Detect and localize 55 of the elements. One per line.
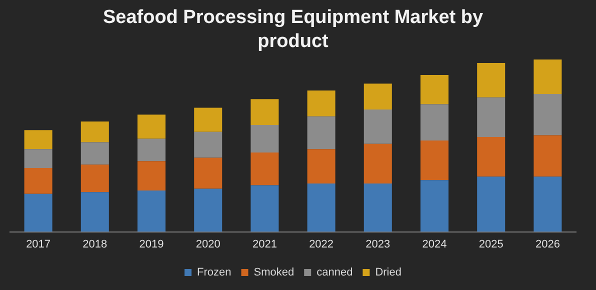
x-tick-label: 2019 — [139, 238, 164, 250]
bar — [80, 142, 109, 165]
bar — [364, 184, 392, 232]
bar — [364, 109, 392, 144]
bar — [477, 176, 506, 232]
bar — [420, 75, 449, 104]
bar — [420, 104, 449, 140]
legend-label: Frozen — [197, 266, 232, 279]
bar — [477, 97, 506, 138]
bar — [194, 108, 222, 132]
bar — [250, 185, 279, 232]
bar — [477, 62, 506, 98]
bar — [534, 176, 562, 232]
bar — [364, 144, 392, 184]
bar — [307, 149, 336, 184]
bar — [24, 194, 52, 232]
bar — [307, 184, 336, 232]
x-tick-label: 2021 — [252, 238, 277, 250]
bar — [24, 130, 52, 150]
bar — [250, 99, 279, 125]
bar — [24, 149, 52, 168]
x-tick-label: 2022 — [309, 238, 334, 250]
bar — [194, 158, 222, 189]
x-tick-label: 2024 — [422, 238, 447, 250]
bar — [307, 90, 336, 116]
chart-title: Seafood Processing Equipment Market by product — [102, 7, 484, 52]
x-tick-label: 2025 — [478, 238, 504, 250]
bar — [534, 135, 562, 177]
bar — [194, 132, 222, 158]
x-tick-label: 2023 — [366, 238, 390, 250]
bar — [477, 137, 506, 177]
bar — [420, 140, 449, 180]
bar — [307, 116, 336, 150]
legend-label: Smoked — [254, 266, 294, 279]
bar — [137, 161, 166, 190]
bar — [80, 122, 109, 142]
bar — [420, 180, 449, 232]
legend-label: canned — [316, 266, 353, 279]
x-tick-label: 2017 — [26, 238, 51, 250]
x-tick-label: 2026 — [535, 238, 560, 250]
bar — [137, 114, 166, 139]
x-tick-label: 2020 — [196, 238, 220, 250]
bar — [534, 60, 562, 94]
bar — [194, 188, 222, 232]
bar — [80, 192, 109, 232]
bar — [137, 190, 166, 232]
legend-label: Dried — [375, 266, 402, 279]
bar — [364, 84, 392, 110]
bar — [534, 94, 562, 136]
bar — [250, 124, 279, 153]
bar — [137, 138, 166, 162]
x-tick-label: 2018 — [82, 238, 108, 250]
bar — [24, 168, 52, 194]
bar — [80, 164, 109, 192]
bar — [250, 152, 279, 186]
